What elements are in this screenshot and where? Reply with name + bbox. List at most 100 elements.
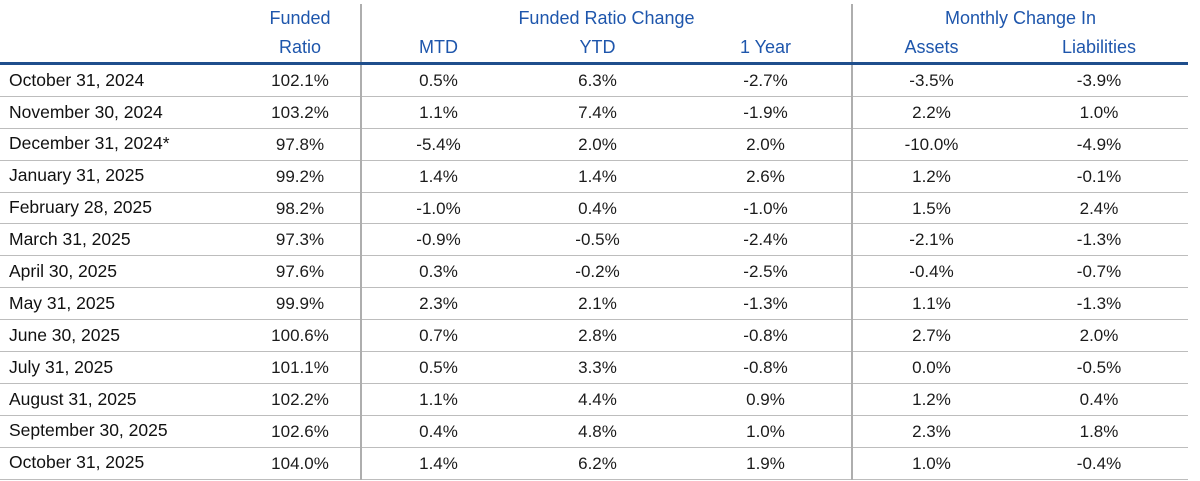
one-year-cell: -1.9% [680,96,852,129]
mtd-cell: 1.1% [360,383,515,416]
one-year-cell: -2.4% [680,223,852,257]
assets-cell: 1.1% [851,287,1010,321]
mtd-cell: 0.7% [360,319,515,353]
liabilities-cell: -0.5% [1010,351,1188,384]
assets-cell: -3.5% [851,63,1010,97]
table-row: October 31, 2025 104.0% 1.4% 6.2% 1.9% 1.0% -0… [0,447,1188,480]
ytd-cell: 7.4% [515,96,680,129]
date-cell: February 28, 2025 [0,192,240,225]
funded-ratio-header-line1: Funded [269,8,331,29]
funded-ratio-cell: 97.6% [240,255,361,289]
funded-ratio-cell: 104.0% [240,447,361,480]
funded-ratio-table: Funded Funded Ratio Change Monthly Chang… [0,4,1188,480]
funded-ratio-cell: 98.2% [240,192,361,225]
table-row: August 31, 2025 102.2% 1.1% 4.4% 0.9% 1.2% 0.4… [0,383,1188,416]
funded-ratio-cell: 99.2% [240,160,361,193]
date-cell: June 30, 2025 [0,319,240,353]
assets-cell: -0.4% [851,255,1010,289]
funded-ratio-cell: 102.6% [240,415,361,448]
column-header-liabilities: Liabilities [1010,34,1188,65]
column-header-assets: Assets [851,34,1010,65]
date-column-header-blank [0,34,240,65]
table-row: July 31, 2025 101.1% 0.5% 3.3% -0.8% 0.0% -0.5… [0,351,1188,384]
ytd-cell: 1.4% [515,160,680,193]
table-row: February 28, 2025 98.2% -1.0% 0.4% -1.0% 1.5%… [0,192,1188,225]
one-year-cell: -1.0% [680,192,852,225]
date-column-header-blank [0,4,240,34]
ytd-cell: 4.4% [515,383,680,416]
mtd-cell: -0.9% [360,223,515,257]
table-row: November 30, 2024 103.2% 1.1% 7.4% -1.9% 2.2%… [0,96,1188,129]
date-cell: September 30, 2025 [0,415,240,448]
funded-ratio-cell: 102.1% [240,63,361,97]
ytd-cell: -0.2% [515,255,680,289]
table-body: October 31, 2024 102.1% 0.5% 6.3% -2.7% -3.5%… [0,63,1188,480]
ytd-cell: 0.4% [515,192,680,225]
ytd-cell: 2.0% [515,128,680,161]
ytd-cell: 3.3% [515,351,680,384]
date-cell: August 31, 2025 [0,383,240,416]
liabilities-cell: -1.3% [1010,223,1188,257]
table-row: May 31, 2025 99.9% 2.3% 2.1% -1.3% 1.1% -1.3% [0,287,1188,321]
liabilities-cell: -0.4% [1010,447,1188,480]
assets-cell: 1.5% [851,192,1010,225]
table-row: September 30, 2025 102.6% 0.4% 4.8% 1.0% 2.3%… [0,415,1188,448]
ytd-cell: 2.1% [515,287,680,321]
liabilities-cell: -0.1% [1010,160,1188,193]
column-header-ytd: YTD [515,34,680,65]
mtd-cell: -1.0% [360,192,515,225]
liabilities-cell: 2.4% [1010,192,1188,225]
mtd-cell: 0.5% [360,351,515,384]
table-row: January 31, 2025 99.2% 1.4% 1.4% 2.6% 1.2% -0.… [0,160,1188,193]
one-year-cell: 2.6% [680,160,852,193]
funded-ratio-cell: 97.3% [240,223,361,257]
date-cell: November 30, 2024 [0,96,240,129]
ytd-cell: 6.2% [515,447,680,480]
one-year-cell: -0.8% [680,319,852,353]
assets-cell: 2.2% [851,96,1010,129]
group-header-monthly-change-in: Monthly Change In [851,4,1188,34]
mtd-cell: 0.3% [360,255,515,289]
liabilities-cell: 1.0% [1010,96,1188,129]
mtd-cell: 0.5% [360,63,515,97]
column-header-one-year: 1 Year [680,34,852,65]
table-header: Funded Funded Ratio Change Monthly Chang… [0,4,1188,65]
date-cell: March 31, 2025 [0,223,240,257]
mtd-cell: 1.4% [360,447,515,480]
date-cell: April 30, 2025 [0,255,240,289]
date-cell: May 31, 2025 [0,287,240,321]
assets-cell: 1.2% [851,160,1010,193]
liabilities-cell: -0.7% [1010,255,1188,289]
one-year-cell: -2.7% [680,63,852,97]
one-year-cell: 1.0% [680,415,852,448]
table-row: June 30, 2025 100.6% 0.7% 2.8% -0.8% 2.7% 2.0% [0,319,1188,353]
date-cell: July 31, 2025 [0,351,240,384]
funded-ratio-cell: 97.8% [240,128,361,161]
one-year-cell: 1.9% [680,447,852,480]
assets-cell: 1.0% [851,447,1010,480]
assets-cell: 2.3% [851,415,1010,448]
assets-cell: 0.0% [851,351,1010,384]
one-year-cell: -1.3% [680,287,852,321]
one-year-cell: -2.5% [680,255,852,289]
ytd-cell: 6.3% [515,63,680,97]
liabilities-cell: -4.9% [1010,128,1188,161]
liabilities-cell: 1.8% [1010,415,1188,448]
liabilities-cell: -3.9% [1010,63,1188,97]
mtd-cell: 1.4% [360,160,515,193]
header-sub-row: Ratio MTD YTD 1 Year Assets Liabilities [0,34,1188,65]
group-header-funded-ratio-change: Funded Ratio Change [360,4,852,34]
mtd-cell: 1.1% [360,96,515,129]
date-cell: January 31, 2025 [0,160,240,193]
one-year-cell: -0.8% [680,351,852,384]
liabilities-cell: 0.4% [1010,383,1188,416]
assets-cell: 2.7% [851,319,1010,353]
mtd-cell: -5.4% [360,128,515,161]
header-group-row: Funded Funded Ratio Change Monthly Chang… [0,4,1188,34]
assets-cell: -10.0% [851,128,1010,161]
date-cell: October 31, 2024 [0,63,240,97]
ytd-cell: 4.8% [515,415,680,448]
funded-ratio-cell: 102.2% [240,383,361,416]
liabilities-cell: -1.3% [1010,287,1188,321]
